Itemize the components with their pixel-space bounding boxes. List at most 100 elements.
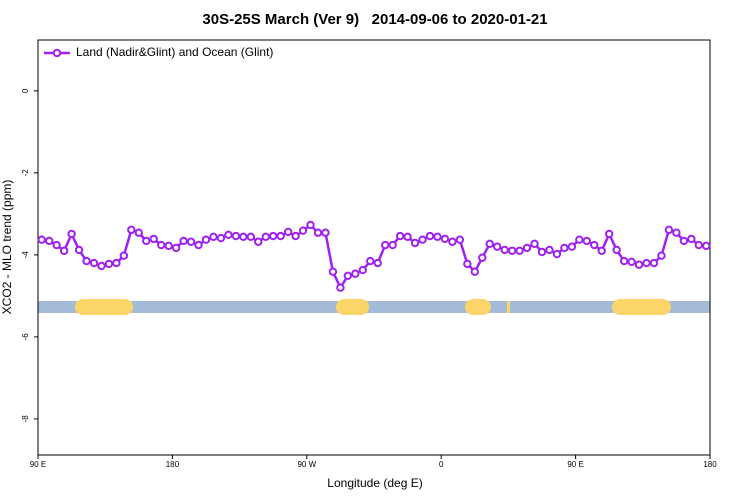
point — [351, 269, 360, 278]
legend-label: Land (Nadir&Glint) and Ocean (Glint) — [76, 45, 273, 59]
point — [567, 242, 577, 251]
point — [283, 227, 293, 237]
point — [395, 231, 405, 241]
y-tick-label: -2 — [21, 169, 30, 177]
point — [657, 251, 666, 260]
land-band — [612, 299, 671, 315]
point — [455, 235, 465, 244]
point — [381, 240, 390, 250]
land-band — [465, 299, 491, 315]
point — [157, 240, 166, 250]
point — [493, 242, 502, 251]
point — [649, 258, 659, 268]
point — [119, 251, 129, 260]
x-tick-label: 90 E — [30, 460, 46, 469]
point — [515, 246, 524, 255]
point — [291, 231, 300, 241]
plot-frame — [37, 39, 711, 456]
point — [694, 240, 703, 250]
point — [298, 226, 308, 235]
point — [59, 246, 69, 255]
point — [306, 220, 315, 230]
point — [403, 232, 412, 242]
point — [448, 237, 457, 246]
point — [373, 258, 382, 268]
point — [687, 234, 696, 244]
y-tick-label: -6 — [21, 333, 30, 341]
point — [500, 245, 509, 255]
point — [37, 235, 46, 244]
point — [575, 235, 584, 244]
point — [216, 233, 226, 243]
point — [254, 237, 263, 246]
ocean-band — [38, 301, 710, 313]
point — [74, 245, 84, 255]
y-axis-label: XCO2 - MLO trend (ppm) — [0, 180, 14, 315]
point — [186, 237, 196, 246]
point — [605, 229, 614, 239]
point — [104, 259, 114, 269]
point — [231, 231, 241, 241]
point — [619, 256, 629, 266]
point — [582, 236, 591, 246]
point — [67, 229, 76, 239]
point — [366, 256, 375, 266]
point — [134, 228, 144, 237]
point — [672, 228, 681, 237]
point — [343, 271, 353, 280]
point — [627, 257, 636, 267]
point — [440, 234, 450, 244]
land-band — [336, 299, 369, 315]
point — [552, 249, 562, 259]
land-ocean-strip — [38, 299, 710, 315]
point — [276, 231, 285, 241]
point — [478, 253, 487, 262]
point — [522, 243, 532, 253]
point — [164, 241, 173, 251]
point — [530, 239, 539, 249]
x-axis-label: Longitude (deg E) — [327, 476, 422, 490]
point — [313, 228, 323, 237]
point — [127, 225, 136, 235]
point — [224, 230, 233, 239]
legend-marker — [52, 48, 62, 58]
point — [612, 245, 621, 255]
point — [642, 258, 651, 268]
point — [545, 245, 554, 255]
point — [82, 256, 91, 266]
point — [358, 265, 367, 275]
x-tick-label: 180 — [703, 460, 717, 469]
point — [45, 236, 54, 246]
y-tick-label: -8 — [21, 415, 30, 423]
point — [201, 235, 211, 244]
land-band — [75, 299, 133, 315]
point — [179, 236, 188, 246]
x-tick-label: 90 E — [567, 460, 583, 469]
point — [425, 231, 435, 241]
point — [97, 261, 106, 271]
point — [149, 234, 158, 244]
point — [507, 246, 517, 255]
point — [269, 231, 278, 241]
x-tick-label: 0 — [439, 460, 444, 469]
point — [634, 260, 644, 269]
point — [560, 243, 569, 253]
point — [485, 239, 494, 249]
point — [336, 283, 345, 292]
point — [246, 232, 256, 242]
point — [194, 240, 203, 250]
point — [590, 240, 599, 250]
point — [142, 236, 151, 246]
y-tick-label: 0 — [21, 88, 30, 93]
point — [537, 247, 547, 257]
x-tick-label: 180 — [166, 460, 180, 469]
point — [470, 267, 479, 276]
point — [433, 232, 442, 242]
point — [239, 232, 248, 242]
point — [321, 228, 330, 237]
point — [171, 243, 181, 253]
point — [463, 259, 472, 269]
point — [52, 240, 61, 250]
point — [89, 258, 99, 268]
